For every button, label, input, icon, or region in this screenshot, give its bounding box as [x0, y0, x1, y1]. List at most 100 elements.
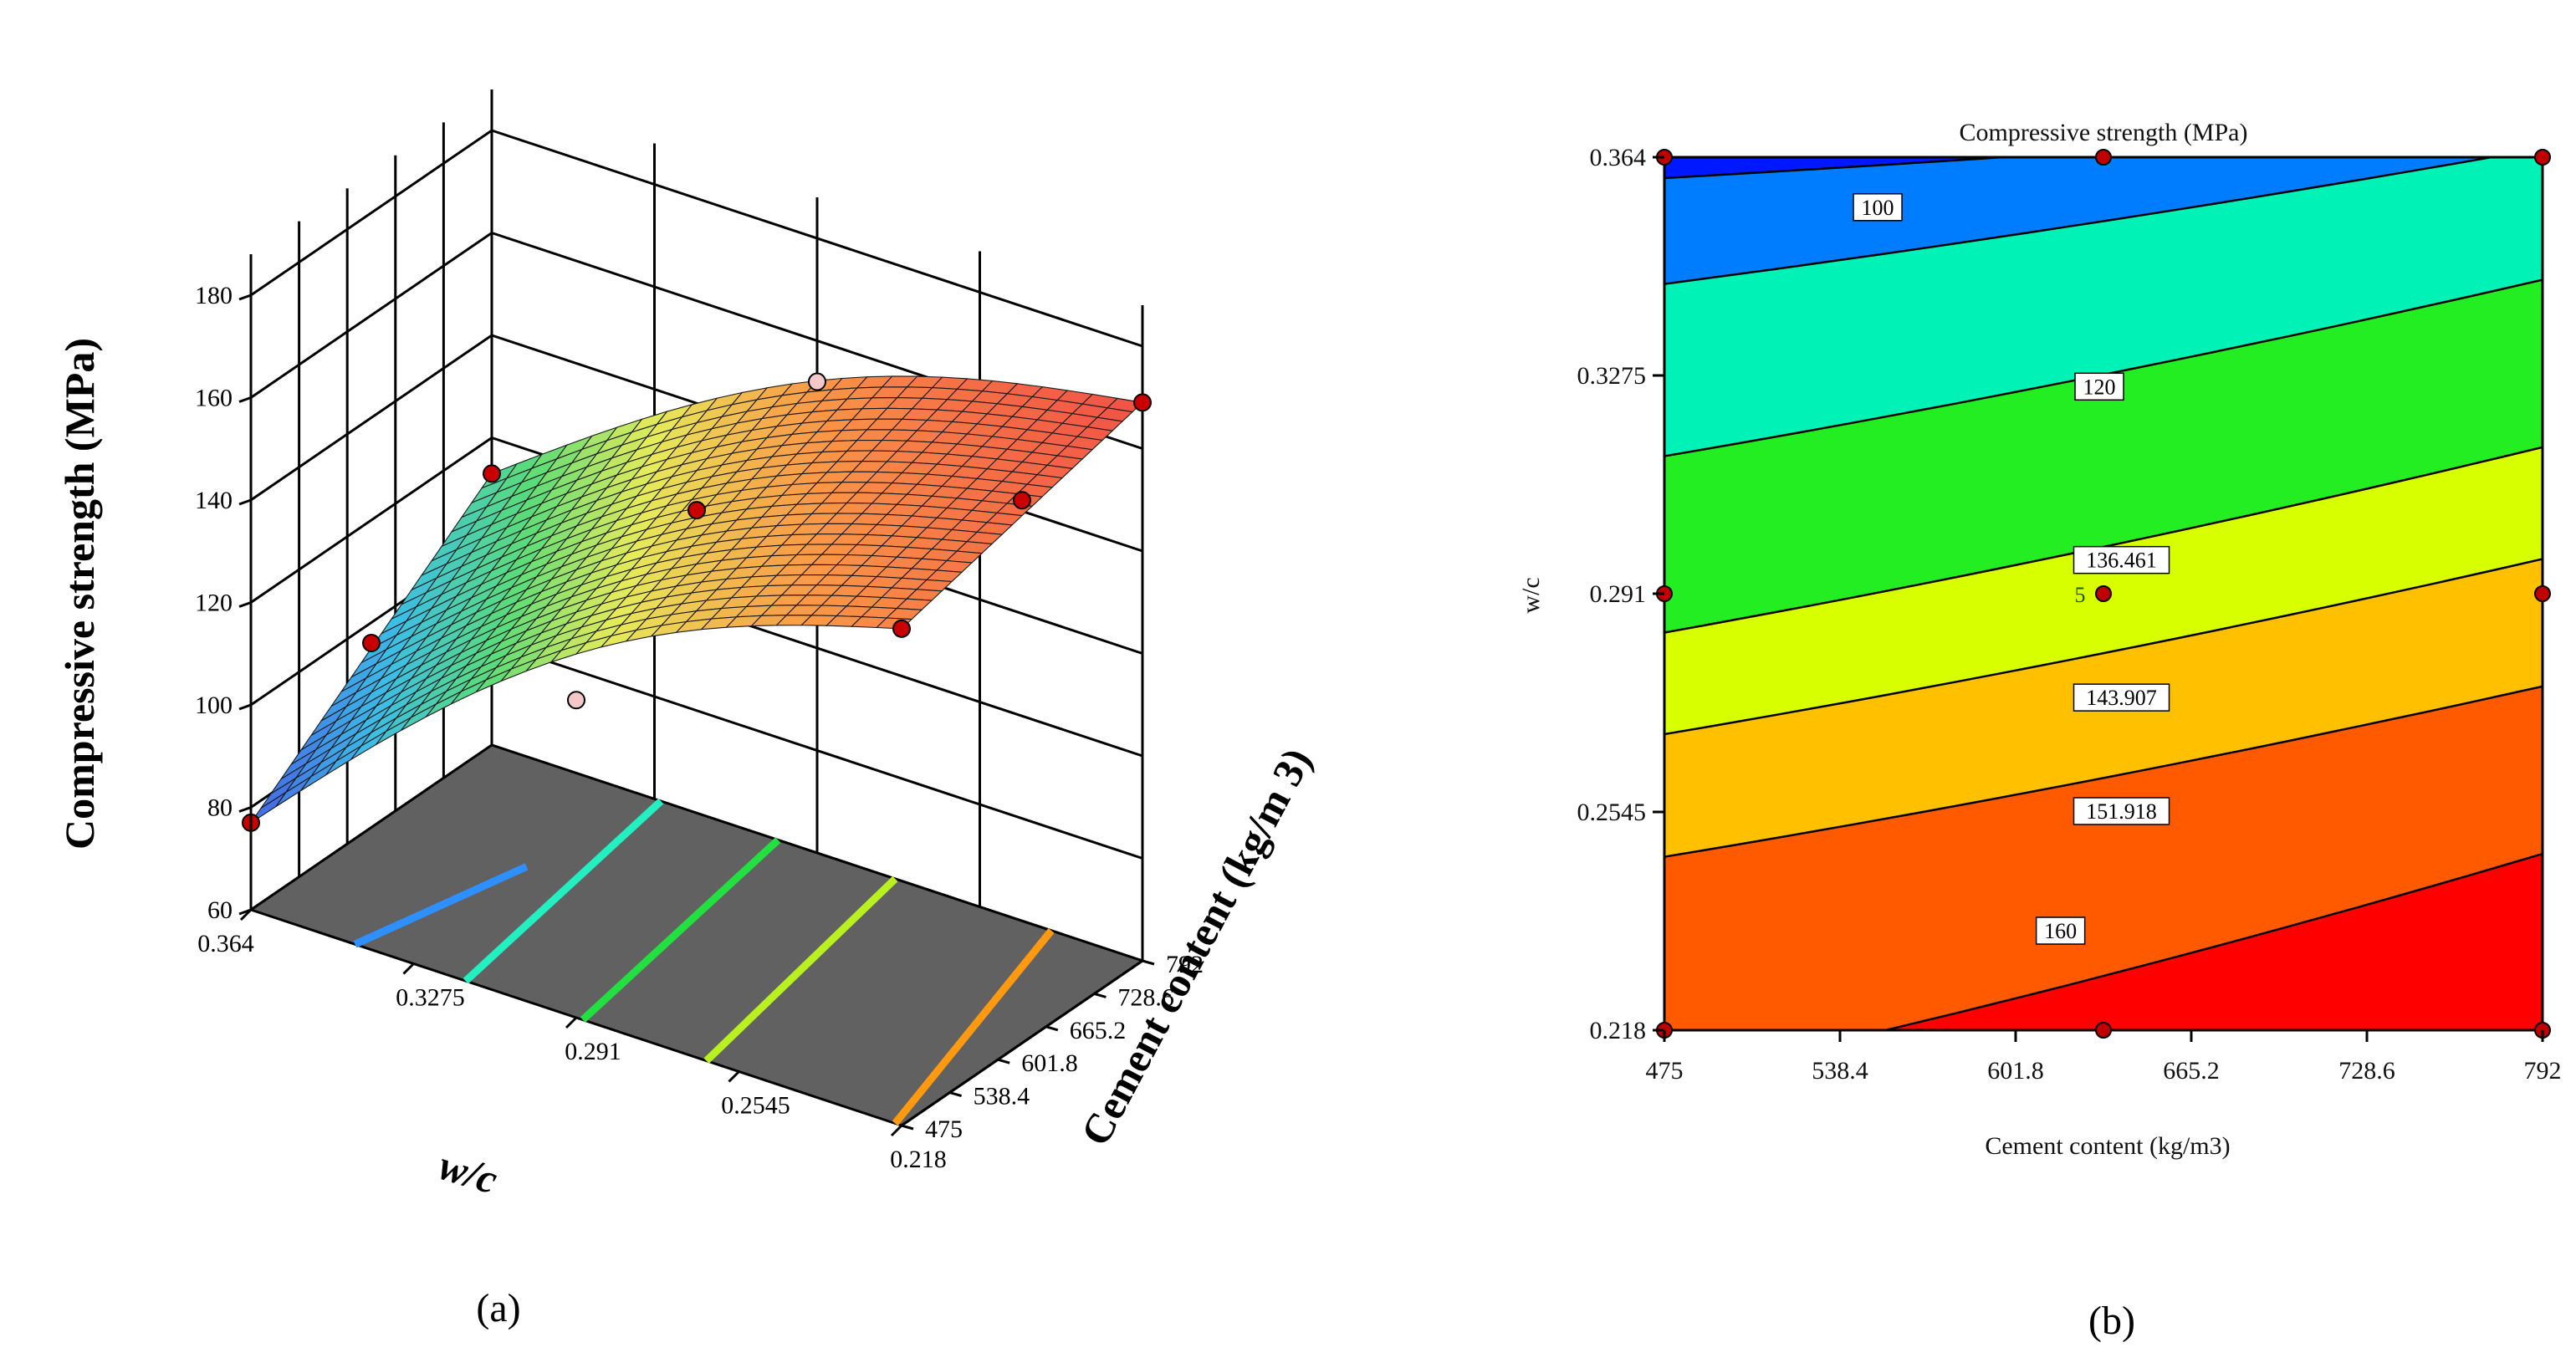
- a-box-edge: [901, 959, 1143, 1127]
- b-design-point: [2095, 149, 2112, 166]
- a-design-point: [567, 691, 585, 710]
- a-design-point: [362, 634, 381, 652]
- b-y-tick-label: 0.2545: [1577, 799, 1647, 826]
- b-design-point: [2534, 149, 2551, 166]
- b-contour-band: [1664, 157, 2492, 284]
- b-contour-band: [1664, 686, 2543, 1030]
- caption-a: (a): [476, 1286, 520, 1330]
- a-z-ticks: 60 80 100 120 140 160 180: [195, 282, 252, 924]
- b-x-tick-label: 601.8: [1987, 1057, 2044, 1085]
- a-z-tick-label: 160: [195, 385, 233, 412]
- b-contour-label-box: [2073, 545, 2170, 574]
- a-y-tick-mark: [901, 1124, 914, 1131]
- a-design-point: [892, 619, 911, 638]
- a-z-tick-mark: [238, 294, 252, 301]
- a-y-ticks: 475 538.4 601.8 665.2 728.6 792: [901, 951, 1204, 1143]
- a-y-tick-mark: [997, 1058, 1010, 1064]
- a-floor-contour-line: [463, 798, 664, 984]
- b-contour-line: [1664, 157, 2019, 180]
- a-z-tick-label: 100: [195, 692, 233, 719]
- a-floor-contour-line: [580, 837, 781, 1023]
- b-contour-label: 160: [2044, 919, 2077, 943]
- a-x-tick-mark: [402, 962, 415, 975]
- a-x-tick-label: 0.3275: [396, 984, 465, 1012]
- b-x-ticks: 475 538.4 601.8 665.2 728.6 792: [1646, 1030, 2562, 1085]
- b-contour-label-box: [2073, 797, 2170, 825]
- b-contour-label-box: [2073, 683, 2170, 712]
- a-y-tick-mark: [1093, 992, 1107, 998]
- a-x-tick-label: 0.291: [565, 1038, 621, 1065]
- b-contour-label: 120: [2083, 375, 2116, 399]
- b-x-tick-label: 728.6: [2338, 1057, 2395, 1085]
- panel-b-contour-plot: 100 120 136.461 143.907 151.918 160 5 475 538.…: [1517, 119, 2562, 1343]
- b-design-point: [2095, 1022, 2112, 1039]
- b-contour-label: 143.907: [2086, 686, 2157, 710]
- a-front-edges: [249, 254, 1143, 1127]
- b-contour-label-box: [1853, 193, 1903, 222]
- a-z-tick-mark: [238, 703, 252, 711]
- a-z-tick-label: 120: [195, 590, 233, 617]
- b-y-tick-label: 0.291: [1590, 580, 1647, 608]
- a-x-tick-label: 0.2545: [721, 1092, 790, 1120]
- b-x-tick-label: 665.2: [2163, 1057, 2220, 1085]
- b-contour-label: 151.918: [2086, 799, 2157, 824]
- b-y-ticks: 0.218 0.2545 0.291 0.3275 0.364: [1577, 144, 1664, 1044]
- b-center-point: [2095, 585, 2112, 602]
- b-x-tick-label: 792: [2524, 1057, 2562, 1085]
- a-z-tick-mark: [238, 806, 252, 813]
- b-design-point: [2534, 585, 2551, 602]
- a-z-tick-mark: [238, 396, 252, 403]
- a-design-points: [242, 372, 1152, 832]
- b-x-axis-label: Cement content (kg/m3): [1985, 1132, 2230, 1160]
- b-y-axis-label: w/c: [1517, 577, 1545, 613]
- a-x-tick-mark: [728, 1070, 740, 1083]
- a-z-tick-label: 60: [207, 896, 233, 924]
- a-x-ticks: 0.364 0.3275 0.291 0.2545 0.218: [197, 908, 947, 1173]
- a-z-tick-mark: [238, 498, 252, 506]
- a-x-tick-mark: [890, 1124, 903, 1137]
- a-y-tick-mark: [1142, 959, 1155, 966]
- panel-a-surface-plot: 60 80 100 120 140 160 180 0.364 0.3275 0.291 0.25…: [56, 89, 1321, 1330]
- a-x-tick-label: 0.364: [197, 930, 254, 957]
- a-z-tick-label: 140: [195, 487, 233, 514]
- b-contour-label: 100: [1862, 196, 1894, 220]
- b-x-tick-label: 475: [1646, 1057, 1684, 1085]
- a-x-tick-mark: [565, 1016, 578, 1029]
- a-z-tick-label: 180: [195, 282, 233, 309]
- a-design-point: [808, 372, 826, 391]
- b-center-point-label: 5: [2075, 583, 2086, 607]
- a-floor-contour-line: [703, 875, 898, 1064]
- b-y-tick-label: 0.3275: [1577, 362, 1647, 390]
- b-chart-title: Compressive strength (MPa): [1960, 119, 2248, 146]
- a-x-tick-label: 0.218: [890, 1146, 947, 1173]
- a-y-tick-mark: [949, 1091, 963, 1098]
- a-z-tick-label: 80: [207, 794, 233, 822]
- caption-b: (b): [2088, 1299, 2135, 1343]
- b-contour-band: [1664, 157, 2543, 457]
- a-x-axis-label: w/c: [434, 1141, 503, 1203]
- a-y-tick-label: 792: [1166, 951, 1204, 978]
- a-design-point: [483, 464, 501, 483]
- b-contour-line: [1664, 685, 2543, 858]
- a-z-tick-mark: [238, 601, 252, 608]
- a-z-axis-label: Compressive strength (MPa): [56, 338, 103, 850]
- b-contour-band: [1885, 854, 2543, 1030]
- a-y-tick-label: 538.4: [974, 1083, 1030, 1110]
- b-x-tick-label: 538.4: [1812, 1057, 1868, 1085]
- a-floor-contour-line: [353, 863, 529, 948]
- b-contour-line: [1664, 157, 2498, 285]
- b-y-tick-label: 0.218: [1590, 1017, 1647, 1044]
- a-design-point: [1013, 491, 1031, 510]
- a-y-tick-mark: [1045, 1025, 1059, 1032]
- a-y-tick-label: 728.6: [1117, 983, 1174, 1011]
- b-contour-labels: 100 120 136.461 143.907 151.918 160: [1853, 193, 2170, 945]
- a-floor-contour-line: [892, 928, 1055, 1126]
- b-contour-label: 136.461: [2086, 549, 2157, 573]
- b-contour-label-box: [2035, 916, 2086, 945]
- b-contour-line: [1881, 852, 2543, 1030]
- a-design-point: [687, 501, 706, 520]
- a-y-tick-label: 665.2: [1070, 1017, 1127, 1044]
- a-y-tick-label: 601.8: [1021, 1049, 1078, 1077]
- b-contour-band: [1664, 279, 2543, 633]
